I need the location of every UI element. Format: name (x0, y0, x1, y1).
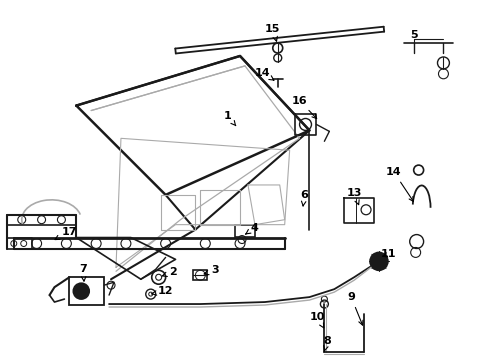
Text: 16: 16 (291, 96, 316, 118)
Text: 17: 17 (55, 226, 77, 239)
Text: 14: 14 (385, 167, 412, 202)
Text: 15: 15 (264, 24, 280, 41)
Text: 12: 12 (151, 286, 173, 296)
Text: 14: 14 (255, 68, 273, 80)
Text: 8: 8 (323, 336, 330, 351)
Text: 10: 10 (309, 312, 325, 328)
Circle shape (369, 252, 387, 270)
Text: 2: 2 (162, 267, 176, 277)
Text: 7: 7 (79, 264, 87, 281)
Text: 5: 5 (409, 30, 417, 40)
Bar (69, 277, 104, 305)
Text: 3: 3 (203, 265, 219, 275)
Text: 9: 9 (346, 292, 362, 325)
Bar (235, 225, 254, 237)
Text: 6: 6 (300, 190, 308, 206)
Text: 1: 1 (223, 111, 235, 126)
Text: 13: 13 (346, 188, 361, 204)
Bar (193, 270, 207, 280)
Text: 11: 11 (380, 249, 396, 260)
Text: 4: 4 (245, 222, 258, 234)
Circle shape (73, 283, 89, 299)
